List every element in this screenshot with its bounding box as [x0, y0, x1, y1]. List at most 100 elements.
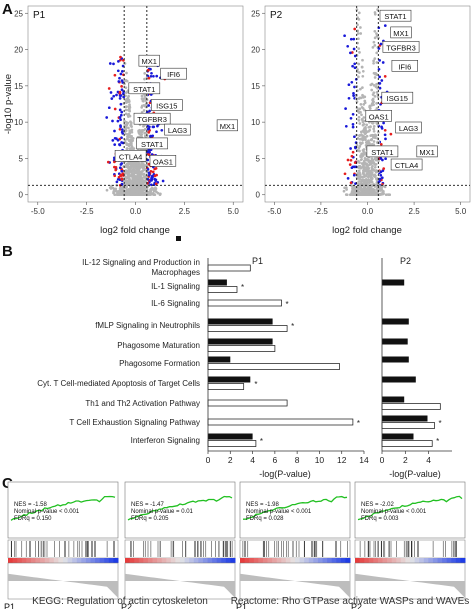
rank-gradient-segment — [400, 558, 406, 563]
gene-point — [370, 82, 374, 86]
gene-point — [113, 174, 117, 178]
rank-gradient-segment — [161, 558, 167, 563]
gene-point — [350, 154, 354, 158]
gene-point — [139, 181, 143, 185]
pathway-barchart-p2: P2 ** 0 2 4 -log(P-value) — [380, 256, 452, 479]
gene-point — [351, 187, 355, 190]
gene-point — [147, 171, 151, 175]
panel-c-label: C — [2, 475, 13, 492]
gene-point — [118, 127, 122, 131]
rank-gradient-segment — [396, 558, 402, 563]
gene-point — [126, 133, 130, 136]
gene-label-text: IFI6 — [398, 62, 411, 71]
gene-point — [120, 178, 124, 181]
gene-label-box — [164, 123, 191, 136]
significance-star: * — [436, 437, 439, 446]
rank-gradient-segment — [193, 558, 199, 563]
gene-point — [346, 44, 350, 48]
x-tick-label: 0 — [206, 455, 211, 465]
x-tick-label: 0.0 — [130, 207, 142, 216]
gene-point — [375, 107, 379, 110]
gene-point — [141, 179, 145, 182]
gene-point — [356, 137, 360, 140]
x-tick-label: 2.5 — [179, 207, 191, 216]
rank-gradient-segment — [17, 558, 23, 563]
ranked-metric-area — [240, 573, 350, 598]
gene-point — [355, 8, 359, 11]
rank-gradient-segment — [58, 558, 64, 563]
gene-point — [136, 173, 140, 177]
rank-gradient-segment — [90, 558, 96, 563]
rank-gradient-segment — [414, 558, 420, 563]
hits-frame — [7, 539, 119, 559]
rank-gradient-segment — [446, 558, 452, 563]
gene-label: ISG15 — [381, 91, 414, 104]
gene-point — [126, 192, 130, 195]
gene-point — [353, 54, 357, 58]
gene-label-box — [379, 9, 412, 22]
rank-gradient-segment — [225, 558, 231, 563]
gene-point — [373, 95, 377, 98]
gene-point — [367, 178, 371, 182]
gene-point — [375, 82, 378, 86]
gene-point — [375, 121, 378, 124]
gene-point — [106, 160, 110, 164]
gene-point — [356, 23, 359, 27]
gene-point — [143, 179, 147, 182]
gene-point — [127, 126, 130, 130]
gene-point — [357, 37, 360, 41]
gene-point — [371, 121, 375, 125]
gene-point — [370, 88, 374, 92]
gene-point — [371, 46, 375, 49]
gene-point — [377, 130, 380, 134]
gene-point — [359, 32, 363, 35]
gene-point — [149, 188, 153, 192]
gene-label-text: MX1 — [419, 148, 434, 157]
gene-point — [357, 185, 360, 189]
gene-point — [115, 137, 118, 140]
gene-point — [134, 175, 137, 178]
gene-point — [123, 119, 126, 123]
rank-gradient-segment — [108, 558, 114, 563]
gene-point — [346, 177, 350, 180]
gene-point — [367, 167, 371, 170]
gene-point — [363, 193, 366, 196]
ranked-metric-area — [8, 573, 118, 598]
gene-point — [127, 106, 131, 110]
gene-point — [130, 130, 134, 134]
x-tick-label: 10 — [315, 455, 325, 465]
gene-point — [383, 133, 387, 137]
gene-point — [358, 145, 362, 148]
gene-point — [135, 193, 139, 196]
gene-point — [373, 76, 377, 79]
gene-label-text: TGFBR3 — [386, 43, 416, 52]
gene-point — [120, 88, 124, 92]
rank-gradient-segment — [382, 558, 388, 563]
gene-point — [353, 85, 356, 89]
gene-label-box — [128, 82, 161, 95]
gene-point — [123, 79, 127, 83]
gene-point — [361, 58, 364, 62]
pathway-label: fMLP Signaling in Neutrophils — [95, 321, 200, 330]
gene-point — [357, 75, 360, 79]
rank-gradient-segment — [272, 558, 278, 563]
gene-point — [361, 123, 365, 127]
rank-gradient-segment — [221, 558, 227, 563]
gene-point — [375, 192, 379, 195]
significance-star: * — [439, 419, 442, 428]
gene-point — [128, 177, 131, 181]
rank-gradient-segment — [299, 558, 305, 563]
gene-point — [373, 133, 377, 137]
gene-point — [155, 74, 159, 78]
gene-point — [151, 134, 155, 138]
rank-gradient-segment — [336, 558, 342, 563]
significance-star: * — [260, 437, 263, 446]
gene-point — [379, 189, 382, 192]
gene-label-box — [114, 150, 147, 162]
gene-point — [357, 180, 361, 183]
gene-point — [105, 116, 109, 119]
bar-black — [382, 356, 409, 363]
rank-gradient-segment — [290, 558, 296, 563]
y-tick-label: 0 — [256, 191, 261, 200]
gene-label-text: LAG3 — [399, 124, 418, 133]
